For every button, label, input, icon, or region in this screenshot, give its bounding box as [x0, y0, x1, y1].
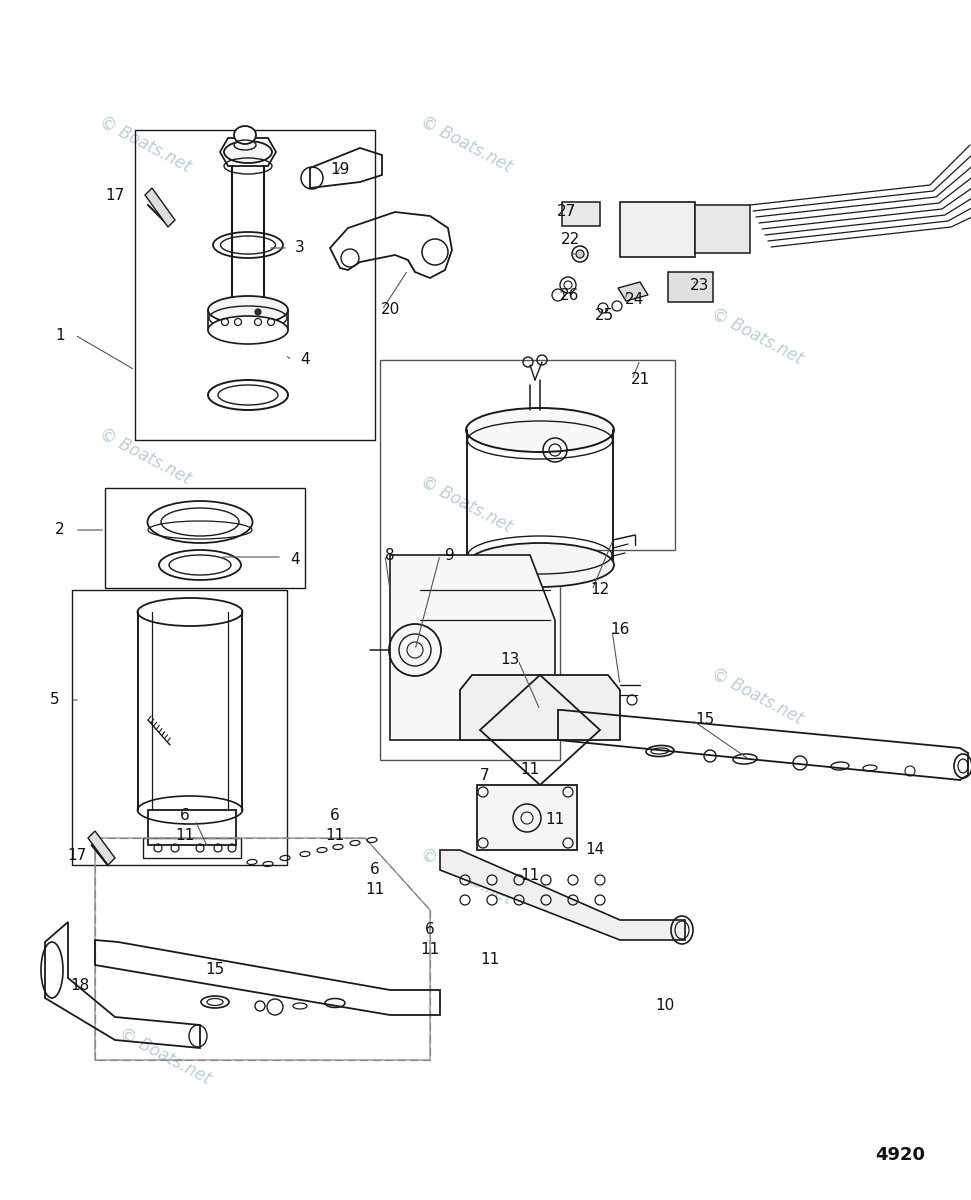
Bar [620, 202, 695, 257]
Text: 6: 6 [330, 808, 340, 822]
Text: 4920: 4920 [875, 1146, 925, 1164]
Ellipse shape [466, 408, 614, 452]
Text: 2: 2 [55, 522, 65, 538]
Text: 9: 9 [445, 547, 454, 563]
Ellipse shape [466, 542, 614, 587]
Polygon shape [390, 554, 555, 740]
Text: 15: 15 [695, 713, 715, 727]
Text: 27: 27 [556, 204, 576, 220]
Text: 13: 13 [500, 653, 519, 667]
Text: 6: 6 [370, 863, 380, 877]
Text: 11: 11 [546, 812, 564, 828]
Text: 17: 17 [67, 847, 86, 863]
Text: 6: 6 [425, 923, 435, 937]
Bar [695, 205, 750, 253]
Polygon shape [88, 830, 115, 865]
Circle shape [576, 250, 584, 258]
Text: 17: 17 [106, 187, 124, 203]
Polygon shape [440, 850, 685, 940]
Text: 11: 11 [420, 942, 440, 958]
Text: 4: 4 [290, 552, 300, 568]
Ellipse shape [224, 140, 272, 163]
Text: 11: 11 [481, 953, 500, 967]
Text: 11: 11 [365, 882, 385, 898]
Text: 3: 3 [295, 240, 305, 256]
Text: 11: 11 [520, 868, 540, 882]
Text: © Boats.net: © Boats.net [709, 665, 806, 727]
Text: 14: 14 [586, 842, 605, 858]
Text: © Boats.net: © Boats.net [709, 305, 806, 367]
Text: 19: 19 [330, 162, 350, 178]
Text: 18: 18 [70, 978, 89, 992]
Text: 11: 11 [325, 828, 345, 842]
Circle shape [255, 308, 261, 314]
Text: 11: 11 [520, 762, 540, 778]
Text: 16: 16 [611, 623, 629, 637]
Text: 15: 15 [206, 962, 224, 978]
Ellipse shape [208, 316, 288, 344]
Text: © Boats.net: © Boats.net [97, 425, 194, 487]
Text: 8: 8 [385, 547, 395, 563]
Text: 23: 23 [690, 277, 710, 293]
Bar [143, 838, 241, 858]
Text: © Boats.net: © Boats.net [418, 473, 515, 535]
Text: © Boats.net: © Boats.net [97, 113, 194, 175]
Bar [148, 810, 236, 845]
Ellipse shape [208, 296, 288, 324]
Text: 10: 10 [655, 997, 675, 1013]
Text: 20: 20 [381, 302, 400, 318]
Text: 21: 21 [630, 372, 650, 388]
Text: 7: 7 [481, 768, 489, 782]
Text: 5: 5 [50, 692, 60, 708]
Text: 1: 1 [55, 328, 65, 342]
Bar [105, 488, 305, 588]
Text: 22: 22 [560, 233, 580, 247]
Text: © Boats.net: © Boats.net [117, 1025, 214, 1087]
Text: 6: 6 [181, 808, 190, 822]
Polygon shape [460, 674, 620, 740]
Ellipse shape [234, 126, 256, 144]
Text: 26: 26 [560, 288, 580, 302]
Bar [668, 272, 713, 302]
Polygon shape [145, 188, 175, 227]
Text: 11: 11 [176, 828, 194, 842]
Text: © Boats.net: © Boats.net [418, 845, 515, 907]
Text: 25: 25 [595, 307, 615, 323]
Text: 24: 24 [625, 293, 645, 307]
Polygon shape [618, 282, 648, 301]
Bar [477, 785, 577, 850]
Bar [562, 202, 600, 226]
Text: © Boats.net: © Boats.net [418, 113, 515, 175]
Text: 12: 12 [590, 582, 610, 598]
Bar [72, 590, 287, 865]
Text: 4: 4 [300, 353, 310, 367]
